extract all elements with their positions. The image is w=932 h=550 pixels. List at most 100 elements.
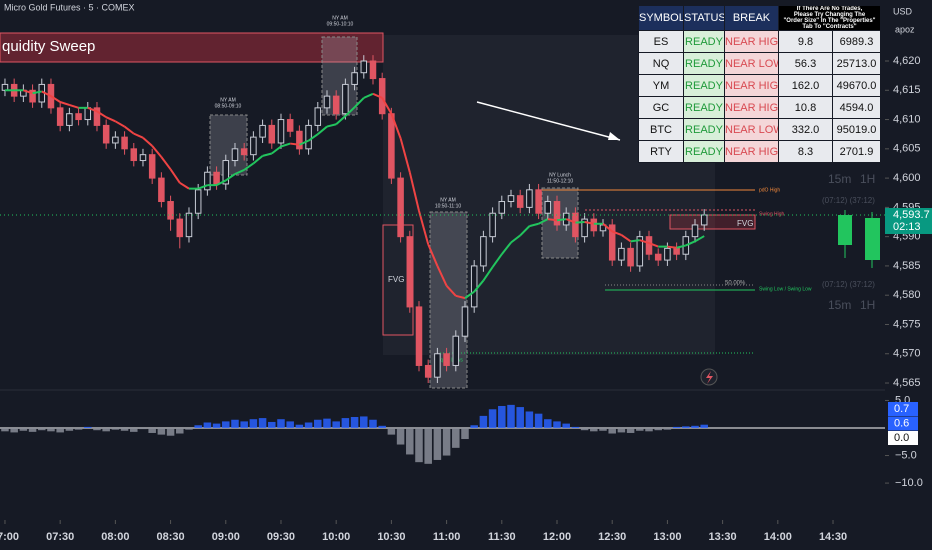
table-cell: NEAR LOW: [724, 118, 779, 141]
macd-bar: [645, 428, 653, 432]
currency: USD: [893, 6, 913, 16]
macd-bar: [10, 428, 18, 433]
table-cell: 8.3: [778, 140, 833, 163]
candle-body: [112, 136, 119, 144]
table-cell: 10.8: [778, 96, 833, 119]
ema-segment: [445, 285, 457, 297]
ema-segment: [501, 241, 512, 255]
macd-bar: [74, 428, 83, 430]
y2-tick-label: −10.0: [895, 477, 923, 489]
y-tick-label: 4,620: [893, 55, 921, 67]
ema-segment: [611, 230, 622, 236]
candle-body: [176, 218, 184, 238]
ema-segment: [372, 92, 383, 99]
macd-bar: [314, 419, 322, 429]
ema-segment: [262, 152, 273, 157]
x-tick-label: 08:30: [157, 531, 185, 543]
macd-bar: [525, 411, 534, 429]
candle-body: [56, 107, 64, 126]
price-axis: [885, 0, 932, 550]
macd-bar: [544, 419, 552, 429]
session-time: 11:50-12:10: [547, 178, 574, 184]
symbol-title: Micro Gold Futures · 5 · COMEX: [4, 2, 135, 12]
macd-bar: [406, 428, 414, 455]
x-tick-label: 12:00: [543, 531, 571, 543]
table-cell: READY: [683, 74, 725, 97]
y-tick-label: 4,600: [893, 172, 921, 184]
candle-body: [673, 247, 680, 255]
macd-value-box: [888, 402, 918, 416]
table-body: SYMBOL STATUS BREAK If There Are No Trad…: [638, 5, 881, 163]
ema-segment: [648, 242, 659, 248]
table-header: SYMBOL STATUS BREAK If There Are No Trad…: [638, 5, 881, 31]
macd-bar: [102, 428, 110, 432]
macd-bar: [111, 428, 120, 430]
table-cell: 2701.9: [832, 140, 881, 163]
candle-body: [388, 113, 395, 179]
macd-value-label: 0.7: [894, 403, 909, 415]
macd-bar: [130, 428, 138, 432]
pdo-label: pdO High: [759, 187, 780, 193]
candle-body: [424, 364, 432, 378]
ema-segment: [491, 253, 503, 268]
x-tick-label: 13:30: [709, 531, 737, 543]
macd-value-label: 0.6: [894, 417, 909, 429]
table-cell: BTC: [638, 118, 684, 141]
macd-bar: [323, 418, 331, 429]
ema-segment: [353, 97, 365, 108]
ema-segment: [538, 218, 549, 225]
macd-bar: [212, 423, 221, 429]
macd-bar: [258, 418, 267, 429]
macd-bar: [38, 428, 46, 431]
session-time: 09:50-10:10: [327, 21, 354, 27]
candle-body: [489, 212, 496, 238]
ema-segment: [96, 110, 107, 119]
macd-bar: [360, 416, 368, 429]
macd-bar: [203, 422, 212, 429]
candle-body: [268, 124, 276, 144]
tf-label: 1H: [860, 298, 875, 312]
tf-label: 15m: [828, 298, 851, 312]
ema-segment: [464, 290, 475, 299]
table-cell: 25713.0: [832, 52, 881, 75]
macd-value-box: [888, 416, 918, 431]
candle-body: [351, 72, 358, 85]
candle-body: [240, 148, 248, 156]
candle-body: [130, 148, 138, 162]
macd-bar: [1, 428, 9, 432]
macd-bar: [166, 428, 175, 436]
candle-body: [691, 224, 699, 238]
ema-segment: [630, 239, 640, 243]
ema-segment: [436, 265, 448, 287]
ema-segment: [105, 116, 116, 123]
ema-segment: [694, 235, 705, 243]
macd-bar: [479, 415, 488, 429]
macd-value-label: 0.0: [894, 432, 909, 444]
candle-body: [452, 335, 460, 366]
candle-body: [618, 247, 625, 261]
candle-body: [259, 124, 266, 138]
candle-body: [406, 236, 414, 308]
ema-segment: [160, 156, 172, 170]
candle-body: [194, 189, 202, 214]
ema-segment: [575, 221, 585, 224]
candle-body: [627, 247, 634, 267]
countdown-label: 02:13: [893, 221, 921, 233]
candle-body: [121, 136, 128, 150]
x-tick-label: 11:00: [433, 531, 461, 543]
macd-bar: [470, 425, 478, 429]
ema-segment: [482, 266, 494, 282]
candle-body: [590, 218, 598, 232]
x-tick-label: 07:00: [0, 531, 19, 543]
ema-segment: [179, 181, 190, 190]
ema-segment: [685, 240, 696, 247]
macd-bar: [571, 426, 580, 429]
y2-tick-label: −5.0: [895, 449, 917, 461]
ema-segment: [408, 172, 420, 212]
candle-body: [608, 224, 616, 261]
table-cell: 9.8: [778, 30, 833, 53]
candle-body: [305, 124, 312, 150]
macd-bar: [93, 428, 101, 431]
